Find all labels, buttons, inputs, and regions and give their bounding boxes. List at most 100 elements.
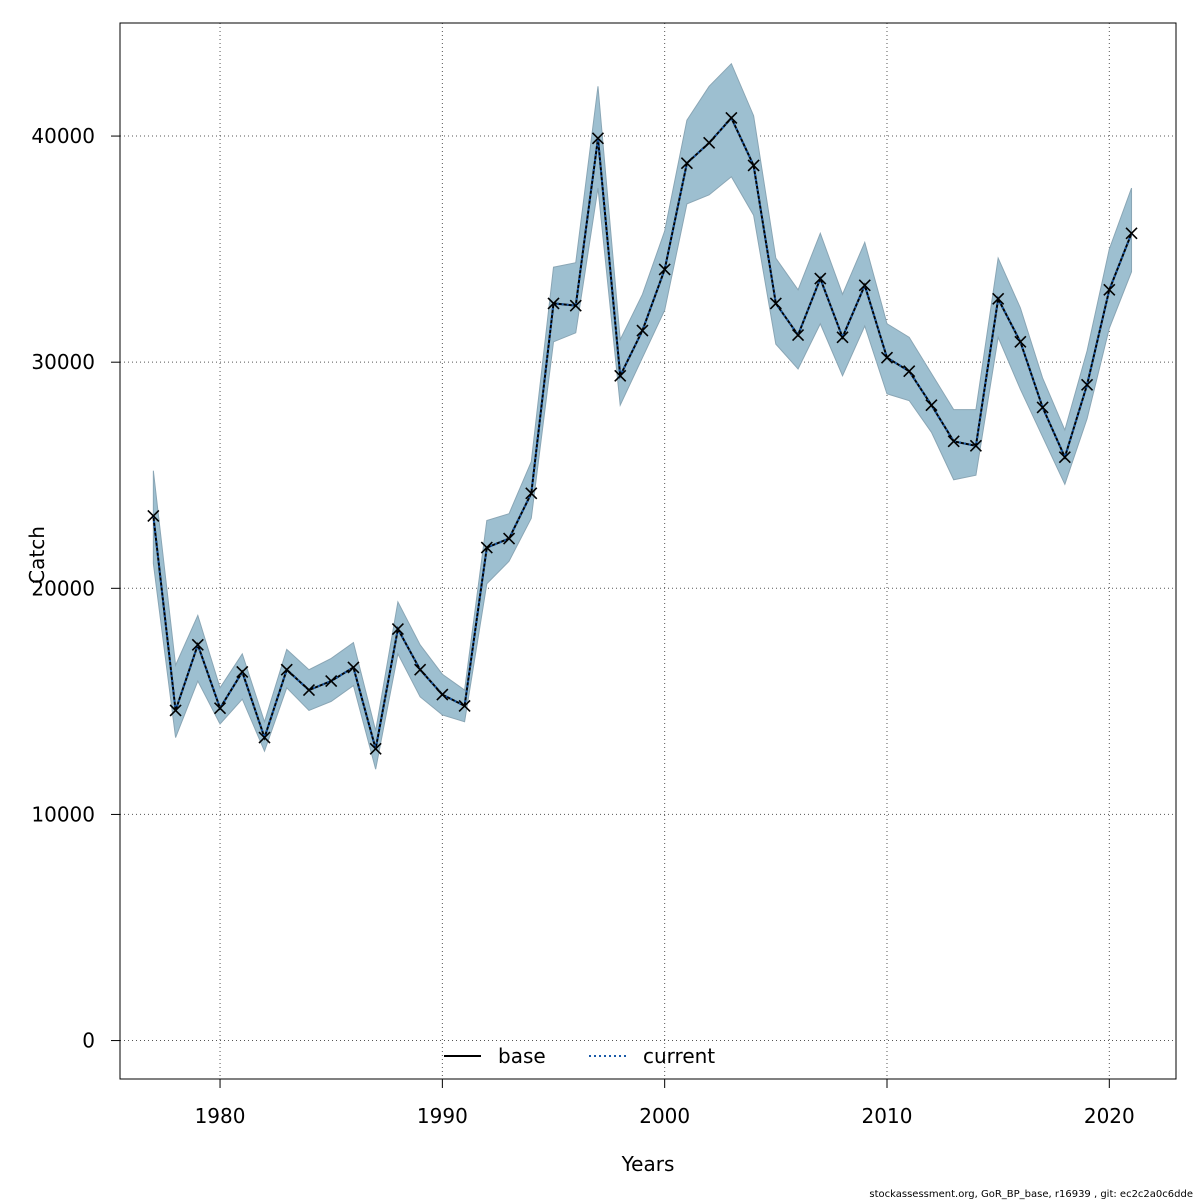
marker-stroke-b-1996 [569, 299, 582, 312]
marker-stroke-b-2017 [1036, 401, 1049, 414]
point-marker-2014 [969, 439, 982, 452]
point-marker-2007 [814, 272, 827, 285]
point-marker-1991 [458, 699, 471, 712]
grid-lines [120, 23, 1176, 1079]
point-marker-1978 [169, 704, 182, 717]
point-marker-1982 [258, 731, 271, 744]
marker-stroke-b-2019 [1081, 378, 1094, 391]
point-marker-1987 [369, 742, 382, 755]
point-marker-1977 [147, 509, 160, 523]
x-tick-label-2020: 2020 [1084, 1104, 1135, 1128]
point-marker-2021 [1125, 227, 1138, 240]
marker-stroke-b-2002 [703, 136, 716, 149]
x-axis-title: Years [621, 1152, 675, 1176]
marker-stroke-b-1987 [369, 742, 382, 755]
marker-stroke-b-1986 [347, 661, 360, 674]
point-marker-1984 [302, 684, 316, 697]
point-marker-2005 [769, 297, 782, 310]
marker-stroke-b-2013 [947, 435, 960, 448]
footer-note: stockassessment.org, GoR_BP_base, r16939… [869, 1189, 1193, 1200]
marker-stroke-b-1993 [502, 532, 516, 545]
marker-stroke-b-2018 [1058, 451, 1071, 464]
point-marker-2003 [725, 111, 738, 125]
marker-stroke-b-2021 [1125, 227, 1138, 240]
point-marker-1990 [436, 688, 449, 701]
y-tick-label-10000: 10000 [31, 802, 95, 826]
x-tick-labels: 1980 1990 2000 2010 2020 [195, 1104, 1135, 1128]
marker-stroke-b-1992 [480, 541, 493, 554]
point-marker-1997 [591, 132, 605, 145]
marker-stroke-b-2011 [903, 365, 916, 378]
marker-stroke-b-1978 [169, 704, 182, 717]
marker-stroke-b-2010 [880, 351, 894, 364]
marker-stroke-b-1977 [147, 509, 160, 523]
point-marker-1980 [213, 702, 227, 715]
point-marker-2001 [680, 157, 693, 170]
marker-stroke-b-1995 [547, 297, 560, 310]
marker-stroke-b-1984 [302, 684, 316, 697]
plot-frame [119, 22, 1177, 1080]
point-marker-2000 [658, 263, 671, 276]
point-marker-1988 [391, 622, 404, 636]
marker-stroke-b-1990 [436, 688, 449, 701]
point-marker-2012 [925, 399, 938, 412]
point-marker-1979 [191, 638, 204, 651]
marker-stroke-b-2012 [925, 399, 938, 412]
marker-stroke-b-2009 [858, 279, 871, 292]
point-markers-group [147, 111, 1138, 755]
point-marker-1985 [325, 674, 338, 688]
point-marker-1998 [614, 369, 627, 382]
y-axis-title: Catch [25, 526, 49, 584]
point-marker-1992 [480, 541, 493, 554]
point-marker-1989 [414, 663, 427, 676]
legend-label-base: base [498, 1044, 546, 1068]
point-marker-1981 [236, 665, 249, 679]
marker-stroke-b-2000 [658, 263, 671, 276]
marker-stroke-b-1999 [636, 324, 649, 337]
point-marker-1996 [569, 299, 582, 312]
point-marker-2004 [747, 159, 760, 172]
marker-stroke-b-1982 [258, 731, 271, 744]
point-marker-2016 [1014, 335, 1027, 348]
marker-stroke-b-2005 [769, 297, 782, 310]
marker-stroke-b-1988 [391, 622, 404, 636]
marker-stroke-b-1998 [614, 369, 627, 382]
point-marker-2002 [703, 136, 716, 149]
marker-stroke-b-2007 [814, 272, 827, 285]
marker-stroke-b-1989 [414, 663, 427, 676]
marker-stroke-b-2015 [992, 292, 1005, 305]
marker-stroke-b-2008 [836, 331, 849, 344]
marker-stroke-b-1979 [191, 638, 204, 651]
marker-stroke-b-2016 [1014, 335, 1027, 348]
marker-stroke-b-2001 [680, 157, 693, 170]
point-marker-1994 [525, 487, 538, 500]
point-marker-2019 [1081, 378, 1094, 391]
y-tick-labels: 0 10000 20000 30000 40000 [31, 124, 95, 1052]
marker-stroke-b-1994 [525, 487, 538, 500]
point-marker-2009 [858, 279, 871, 292]
marker-stroke-b-2006 [791, 328, 805, 342]
point-marker-2018 [1058, 451, 1071, 464]
marker-stroke-b-2003 [725, 111, 738, 125]
marker-stroke-b-2020 [1103, 283, 1116, 296]
marker-stroke-b-1980 [213, 702, 227, 715]
marker-stroke-b-2014 [969, 439, 982, 452]
point-marker-2006 [791, 328, 805, 342]
marker-stroke-b-1983 [280, 663, 293, 676]
point-marker-2020 [1103, 283, 1116, 296]
point-marker-2015 [992, 292, 1005, 305]
point-marker-2010 [880, 351, 894, 364]
marker-stroke-b-2004 [747, 159, 760, 172]
point-marker-1983 [280, 663, 293, 676]
legend-label-current: current [643, 1044, 715, 1068]
point-marker-2011 [903, 365, 916, 378]
x-tick-label-1980: 1980 [195, 1104, 246, 1128]
y-tick-label-0: 0 [82, 1029, 95, 1053]
point-marker-1999 [636, 324, 649, 337]
y-tick-label-30000: 30000 [31, 350, 95, 374]
point-marker-2017 [1036, 401, 1049, 414]
y-tick-label-40000: 40000 [31, 124, 95, 148]
point-marker-2013 [947, 435, 960, 448]
legend: base current [444, 1044, 715, 1068]
